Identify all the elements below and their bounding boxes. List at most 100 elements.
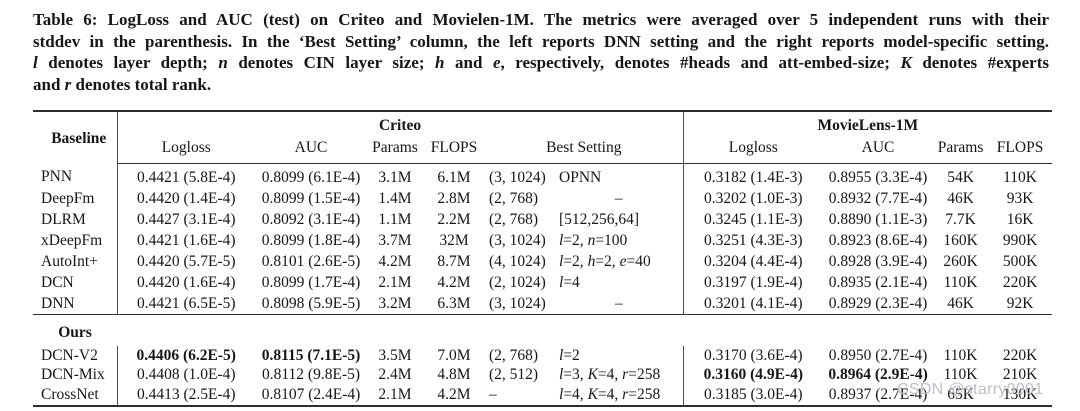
cell-bs_dnn: (2, 768) bbox=[489, 346, 539, 364]
cell-bs_dnn: (3, 1024) bbox=[489, 294, 546, 312]
table-row: DLRM 0.4427 (3.1E-4) 0.8092 (3.1E-4) 1.1M 2.… bbox=[33, 209, 1052, 230]
cell-c_auc: 0.8092 (3.1E-4) bbox=[261, 210, 361, 228]
cell-m_logloss: 0.3201 (4.1E-4) bbox=[682, 293, 824, 315]
table-row: DeepFm 0.4420 (1.4E-4) 0.8099 (1.5E-4) 1.4M… bbox=[33, 188, 1052, 209]
group-header-criteo: Criteo bbox=[378, 117, 422, 134]
cell-m_params: 160K bbox=[943, 231, 978, 249]
cell-name: AutoInt+ bbox=[33, 251, 118, 272]
ours-rows-section: Ours DCN-V2 0.4406 (6.2E-5) 0.8115 (7.1E-5… bbox=[33, 314, 1053, 406]
cell-bs_model: [512,256,64] bbox=[559, 210, 640, 228]
cell-m_params: 110K bbox=[943, 346, 978, 364]
cell-c_flops: 32M bbox=[439, 231, 469, 249]
cell-c_auc: 0.8115 (7.1E-5) bbox=[261, 346, 361, 364]
cell-c_flops: 4.2M bbox=[437, 385, 471, 403]
col-header-criteo-params: Params bbox=[367, 137, 423, 164]
cell-m_flops: 500K bbox=[1002, 252, 1038, 270]
cell-bs_dnn: (3, 1024) bbox=[489, 231, 546, 249]
cell-m_flops: 220K bbox=[1002, 273, 1038, 291]
col-header-ml-params: Params bbox=[933, 137, 989, 164]
cell-c_logloss: 0.4420 (5.7E-5) bbox=[136, 252, 236, 270]
cell-name: xDeepFm bbox=[33, 230, 118, 251]
cell-bs_model: l=2, n=100 bbox=[559, 231, 628, 249]
ours-section-label: Ours bbox=[58, 323, 92, 341]
cell-name: DLRM bbox=[33, 209, 118, 230]
table-row: DNN 0.4421 (6.5E-5) 0.8098 (5.9E-5) 3.2M 6.3… bbox=[33, 293, 1052, 315]
cell-bs_model: OPNN bbox=[559, 168, 602, 186]
cell-m_flops: 110K bbox=[1003, 168, 1037, 186]
cell-bs_dnn: (2, 768) bbox=[489, 189, 539, 207]
cell-c_params: 3.5M bbox=[378, 346, 412, 364]
cell-c_auc: 0.8112 (9.8E-5) bbox=[261, 366, 360, 384]
table-header: Baseline Criteo MovieLens-1M Logloss AUC… bbox=[33, 111, 1053, 164]
cell-m_flops: 220K bbox=[1002, 346, 1038, 364]
cell-c_logloss: 0.4420 (1.4E-4) bbox=[136, 189, 236, 207]
cell-m_logloss: 0.3202 (1.0E-3) bbox=[682, 188, 824, 209]
cell-c_params: 2.4M bbox=[378, 366, 412, 384]
cell-m_flops: 130K bbox=[1002, 385, 1038, 403]
cell-bs_model: l=2 bbox=[559, 346, 580, 364]
cell-c_auc: 0.8099 (1.5E-4) bbox=[261, 189, 361, 207]
cell-c_flops: 6.3M bbox=[437, 294, 471, 312]
cell-c_flops: 2.2M bbox=[437, 210, 471, 228]
caption-line: and r denotes total rank. bbox=[33, 74, 212, 94]
cell-c_params: 1.4M bbox=[378, 189, 412, 207]
cell-bs_dnn: (3, 1024) bbox=[489, 168, 546, 186]
cell-bs_dnn: (4, 1024) bbox=[489, 252, 546, 270]
cell-m_flops: 210K bbox=[1002, 366, 1038, 384]
cell-name: DNN bbox=[33, 293, 118, 315]
cell-m_logloss: 0.3197 (1.9E-4) bbox=[682, 272, 824, 293]
table-row: DCN 0.4420 (1.6E-4) 0.8099 (1.7E-4) 2.1M 4.2… bbox=[33, 272, 1052, 293]
cell-c_logloss: 0.4406 (6.2E-5) bbox=[136, 346, 236, 364]
cell-c_params: 4.2M bbox=[378, 252, 412, 270]
sub-header-row: Logloss AUC Params FLOPS Best Setting Lo… bbox=[33, 137, 1053, 164]
cell-bs_model: l=4, K=4, r=258 bbox=[559, 385, 661, 403]
cell-m_flops: 990K bbox=[1002, 231, 1038, 249]
cell-m_auc: 0.8923 (8.6E-4) bbox=[828, 231, 928, 249]
cell-m_params: 7.7K bbox=[945, 210, 976, 228]
cell-c_logloss: 0.4421 (6.5E-5) bbox=[136, 294, 236, 312]
col-header-best-setting: Best Setting bbox=[485, 137, 684, 164]
caption-line: stddev in the parenthesis. In the ‘Best … bbox=[33, 31, 1049, 51]
cell-m_logloss: 0.3182 (1.4E-3) bbox=[682, 163, 824, 188]
col-header-baseline: Baseline bbox=[33, 111, 118, 164]
group-header-movielens: MovieLens-1M bbox=[682, 111, 1053, 137]
cell-bs_dnn: (2, 512) bbox=[489, 366, 539, 384]
caption-line: Table 6: LogLoss and AUC (test) on Crite… bbox=[33, 10, 1049, 29]
table-caption: Table 6: LogLoss and AUC (test) on Crite… bbox=[33, 9, 1049, 95]
cell-bs_model: l=3, K=4, r=258 bbox=[559, 366, 661, 384]
col-header-criteo-flops: FLOPS bbox=[423, 137, 485, 164]
col-header-ml-flops: FLOPS bbox=[988, 137, 1053, 164]
watermark: CSDN @starry0001 bbox=[897, 381, 1044, 398]
cell-m_params: 260K bbox=[943, 252, 978, 270]
cell-c_logloss: 0.4421 (5.8E-4) bbox=[136, 168, 236, 186]
cell-m_auc: 0.8932 (7.7E-4) bbox=[828, 189, 928, 207]
cell-name: DCN-V2 bbox=[33, 346, 118, 366]
caption-line: l denotes layer depth; n denotes CIN lay… bbox=[33, 53, 1049, 72]
group-header-row: Baseline Criteo MovieLens-1M bbox=[33, 111, 1053, 164]
cell-m_auc: 0.8890 (1.1E-3) bbox=[828, 210, 928, 228]
cell-c_params: 2.1M bbox=[378, 385, 412, 403]
cell-m_auc: 0.8937 (2.7E-4) bbox=[828, 385, 928, 403]
cell-name: DCN-Mix bbox=[33, 365, 118, 385]
cell-bs_model: – bbox=[614, 294, 623, 312]
cell-m_logloss: 0.3185 (3.0E-4) bbox=[682, 385, 824, 406]
cell-m_auc: 0.8929 (2.3E-4) bbox=[828, 294, 928, 312]
cell-name: DCN bbox=[33, 272, 118, 293]
cell-m_flops: 16K bbox=[1006, 210, 1034, 228]
cell-c_params: 1.1M bbox=[378, 210, 412, 228]
cell-c_logloss: 0.4413 (2.5E-4) bbox=[136, 385, 236, 403]
cell-name: DeepFm bbox=[33, 188, 118, 209]
cell-c_logloss: 0.4420 (1.6E-4) bbox=[136, 273, 236, 291]
cell-m_auc: 0.8935 (2.1E-4) bbox=[828, 273, 928, 291]
cell-m_params: 110K bbox=[943, 366, 978, 384]
cell-m_auc: 0.8955 (3.3E-4) bbox=[828, 168, 928, 186]
cell-m_flops: 93K bbox=[1006, 189, 1034, 207]
cell-m_logloss: 0.3251 (4.3E-3) bbox=[682, 230, 824, 251]
cell-m_auc: 0.8950 (2.7E-4) bbox=[828, 346, 928, 364]
cell-c_flops: 8.7M bbox=[437, 252, 471, 270]
cell-c_params: 3.1M bbox=[378, 168, 412, 186]
cell-m_auc: 0.8928 (3.9E-4) bbox=[828, 252, 928, 270]
cell-m_auc: 0.8964 (2.9E-4) bbox=[828, 366, 928, 384]
cell-c_flops: 4.2M bbox=[437, 273, 471, 291]
cell-c_logloss: 0.4421 (1.6E-4) bbox=[136, 231, 236, 249]
